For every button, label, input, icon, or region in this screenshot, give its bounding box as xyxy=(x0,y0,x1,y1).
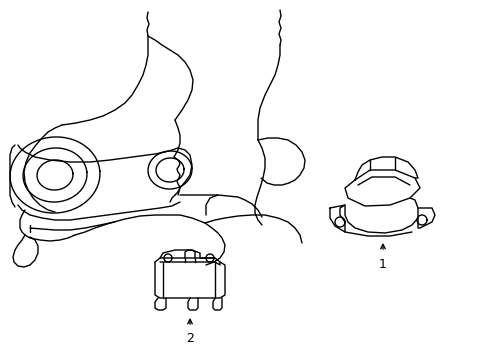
Text: 1: 1 xyxy=(378,258,386,271)
Text: 2: 2 xyxy=(185,332,194,345)
